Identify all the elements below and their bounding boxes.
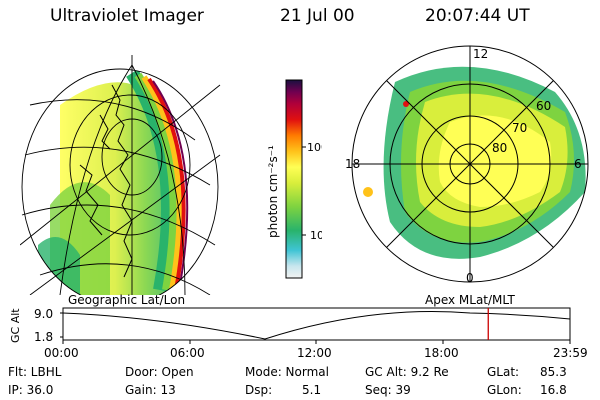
mode-status: Mode: Normal — [245, 365, 329, 379]
instrument-title: Ultraviolet Imager — [50, 6, 204, 26]
y-tick-9: 9.0 — [34, 307, 53, 321]
lat-label-60: 60 — [536, 99, 551, 113]
colorbar-unit-label: photon cm⁻²s⁻¹ — [266, 145, 280, 238]
gc-alt-axis-label: GC Alt — [9, 308, 22, 343]
x-tick-2359: 23:59 — [553, 346, 588, 360]
gain-status: Gain: 13 — [125, 383, 176, 397]
mlt-label-0: 0 — [466, 271, 474, 285]
time-label: 20:07:44 UT — [425, 6, 530, 26]
mlt-label-18: 18 — [345, 157, 360, 171]
geographic-auroral-image — [20, 55, 221, 295]
polar-mlat-mlt-plot: 12 18 6 0 60 70 80 — [345, 45, 589, 285]
ip-status: IP: 36.0 — [8, 383, 54, 397]
colorbar-tick-100: 100 — [307, 141, 322, 154]
apex-title: Apex MLat/MLT — [425, 293, 515, 307]
x-tick-1200: 12:00 — [297, 346, 332, 360]
seq-status: Seq: 39 — [365, 383, 411, 397]
intensity-colorbar: 100 10 photon cm⁻²s⁻¹ — [266, 79, 322, 279]
glat-label: GLat: — [487, 365, 520, 379]
y-tick-1-8: 1.8 — [34, 330, 53, 344]
geographic-title: Geographic Lat/Lon — [68, 293, 186, 307]
lat-label-70: 70 — [512, 121, 527, 135]
x-tick-1800: 18:00 — [424, 346, 459, 360]
x-tick-0600: 06:00 — [170, 346, 205, 360]
x-tick-0000: 00:00 — [44, 346, 79, 360]
glon-label: GLon: — [487, 383, 522, 397]
gc-alt-status: GC Alt: 9.2 Re — [365, 365, 449, 379]
mlt-label-6: 6 — [574, 157, 582, 171]
mlt-label-12: 12 — [473, 47, 488, 61]
date-label: 21 Jul 00 — [280, 6, 355, 26]
dsp-value: 5.1 — [302, 383, 322, 397]
dsp-label: Dsp: — [245, 383, 273, 397]
filter-status: Flt: LBHL — [8, 365, 62, 379]
gc-altitude-orbit-plot: GC Alt 9.0 1.8 — [9, 307, 571, 344]
glon-value: 16.8 — [540, 383, 567, 397]
lat-label-80: 80 — [492, 141, 507, 155]
door-status: Door: Open — [125, 365, 194, 379]
colorbar-tick-10: 10 — [310, 229, 322, 242]
glat-value: 85.3 — [540, 365, 567, 379]
